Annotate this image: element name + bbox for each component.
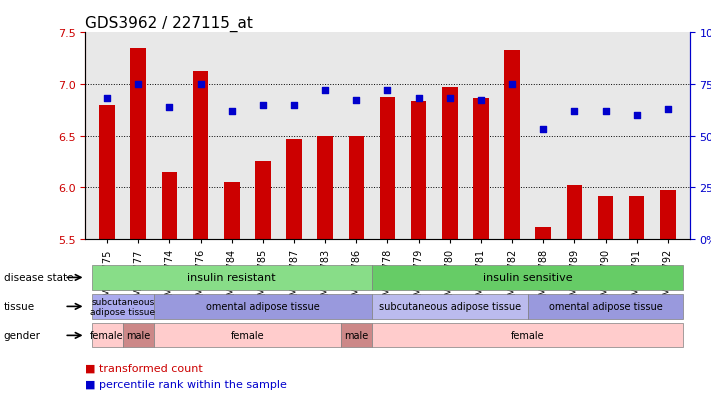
Bar <box>473 99 488 240</box>
Bar <box>411 102 427 240</box>
Point <box>195 81 206 88</box>
Bar <box>442 88 458 240</box>
Bar <box>535 227 551 240</box>
Bar <box>154 323 341 348</box>
Bar <box>92 266 372 290</box>
Bar <box>287 140 302 240</box>
Bar <box>504 50 520 240</box>
Point <box>289 102 300 109</box>
Point <box>102 96 113 102</box>
Text: ■ transformed count: ■ transformed count <box>85 363 203 373</box>
Bar <box>255 162 271 240</box>
Bar <box>567 186 582 240</box>
Point <box>351 98 362 104</box>
Bar <box>341 323 372 348</box>
Text: insulin sensitive: insulin sensitive <box>483 273 572 283</box>
Point <box>382 88 393 94</box>
Bar <box>317 136 333 240</box>
Point <box>319 88 331 94</box>
Text: insulin resistant: insulin resistant <box>188 273 276 283</box>
Bar <box>598 196 614 240</box>
Bar <box>131 49 146 240</box>
Text: tissue: tissue <box>4 301 35 312</box>
Point <box>257 102 269 109</box>
Text: subcutaneous adipose tissue: subcutaneous adipose tissue <box>379 301 521 312</box>
Point <box>600 108 611 115</box>
Bar <box>161 172 177 240</box>
Text: female: female <box>90 330 124 341</box>
Point <box>413 96 424 102</box>
Point <box>631 112 643 119</box>
Bar <box>660 191 675 240</box>
Bar <box>380 98 395 240</box>
Text: gender: gender <box>4 330 41 341</box>
Text: subcutaneous
adipose tissue: subcutaneous adipose tissue <box>90 297 155 316</box>
Text: male: male <box>344 330 368 341</box>
Text: ■ percentile rank within the sample: ■ percentile rank within the sample <box>85 379 287 389</box>
Text: female: female <box>511 330 545 341</box>
Bar <box>629 196 644 240</box>
Bar <box>123 323 154 348</box>
Point <box>132 81 144 88</box>
Bar <box>372 323 683 348</box>
Point <box>475 98 486 104</box>
Bar <box>224 183 240 240</box>
Text: omental adipose tissue: omental adipose tissue <box>206 301 320 312</box>
Point <box>226 108 237 115</box>
Text: disease state: disease state <box>4 273 73 283</box>
Bar <box>193 72 208 240</box>
Bar <box>154 294 372 319</box>
Bar <box>372 294 528 319</box>
Bar <box>348 136 364 240</box>
Point <box>506 81 518 88</box>
Text: female: female <box>230 330 264 341</box>
Bar <box>92 323 123 348</box>
Text: omental adipose tissue: omental adipose tissue <box>549 301 663 312</box>
Point <box>569 108 580 115</box>
Text: male: male <box>126 330 151 341</box>
Point <box>662 106 673 113</box>
Bar <box>372 266 683 290</box>
Bar <box>100 105 115 240</box>
Point <box>538 127 549 133</box>
Text: GDS3962 / 227115_at: GDS3962 / 227115_at <box>85 16 253 32</box>
Bar <box>92 294 154 319</box>
Point <box>164 104 175 111</box>
Point <box>444 96 456 102</box>
Bar <box>528 294 683 319</box>
